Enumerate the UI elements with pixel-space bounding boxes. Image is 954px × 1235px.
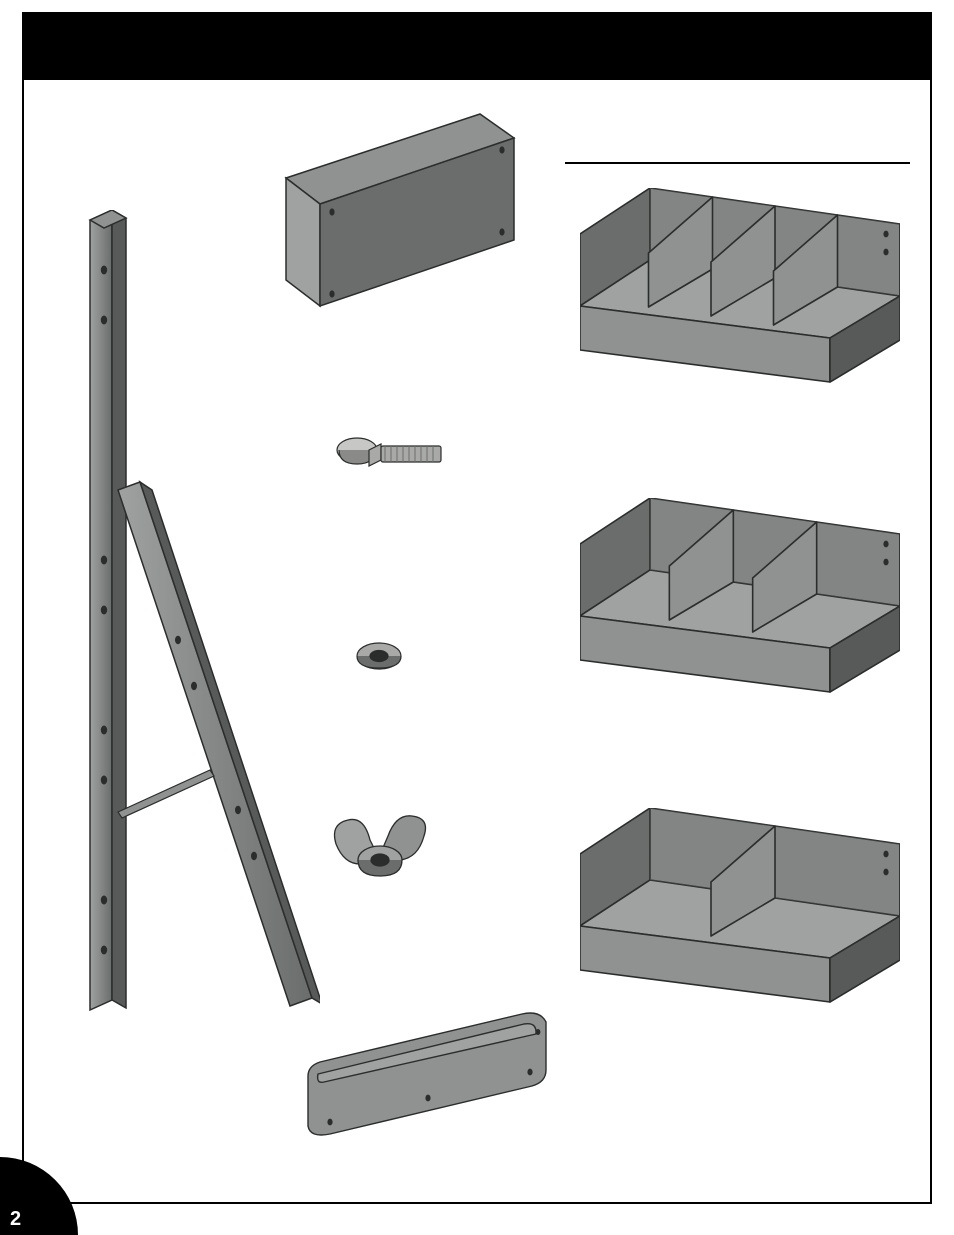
sign-plate-icon	[280, 108, 520, 313]
section-rule	[565, 162, 910, 164]
wing-nut-icon	[330, 810, 430, 895]
flat-washer-icon	[355, 640, 403, 676]
bin-tray-icon	[580, 498, 900, 698]
shelf-band-icon	[300, 1010, 555, 1140]
bin-tray-icon	[580, 188, 900, 388]
page-number-badge: 2	[0, 1157, 78, 1235]
header-bar	[22, 12, 932, 80]
bin-tray-icon	[580, 808, 900, 1008]
page: 2	[0, 0, 954, 1235]
carriage-bolt-icon	[335, 420, 445, 500]
upright-frame-icon	[60, 210, 320, 1030]
page-number: 2	[10, 1209, 21, 1229]
